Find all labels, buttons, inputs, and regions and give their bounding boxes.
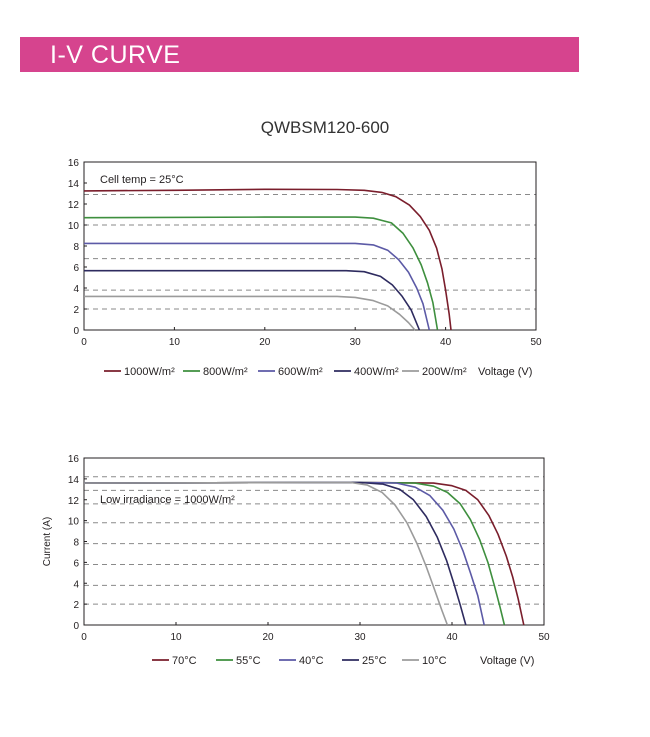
chart2-x-tick-label: 30 [354,632,366,643]
chart1-y-tick-label: 8 [73,242,79,253]
chart1-series-line-1 [83,188,452,331]
chart2-legend-label-4: 25°C [362,655,387,667]
chart2-legend-label-2: 55°C [236,655,261,667]
chart2-legend-label-3: 40°C [299,655,324,667]
chart2-y-tick-label: 16 [68,454,80,465]
chart2-series-line-1 [83,481,525,626]
chart2-x-tick-label: 0 [81,632,87,643]
chart2-x-axis-label: Voltage (V) [480,655,534,667]
chart1-plot-frame [83,161,537,331]
chart1-x-tick-label: 30 [350,337,362,348]
chart2-x-tick-label: 50 [538,632,550,643]
chart1-x-tick-label: 50 [530,337,542,348]
chart2-y-tick-label: 8 [73,538,79,549]
chart1-legend-label-4: 400W/m² [354,366,399,378]
chart1-x-tick-label: 10 [169,337,181,348]
chart2-y-tick-label: 0 [73,621,79,632]
chart2-x-tick-label: 20 [262,632,274,643]
chart2-series-line-5 [83,481,449,626]
header-banner: I-V CURVE [20,37,579,72]
chart2-y-tick-label: 4 [73,579,79,590]
chart1-y-tick-label: 12 [68,200,80,211]
chart2-y-tick-label: 10 [68,517,80,528]
chart1-series-line-4 [84,269,421,331]
chart1-legend-label-1: 1000W/m² [124,366,175,378]
chart2-y-tick-label: 2 [73,600,79,611]
chart1-x-tick-label: 20 [259,337,271,348]
chart1-y-tick-label: 0 [73,326,79,337]
chart1-series-line-2 [83,216,439,331]
chart1-y-tick-label: 4 [73,284,79,295]
chart2-legend-label-1: 70°C [172,655,197,667]
chart1-x-axis-label: Voltage (V) [478,366,532,378]
chart1-legend-label-5: 200W/m² [422,366,467,378]
chart1-legend-label-3: 600W/m² [278,366,323,378]
model-title: QWBSM120-600 [260,118,390,137]
chart2-series-line-3 [83,481,485,626]
chart1-y-tick-label: 16 [68,158,80,169]
chart2-series-line-4 [83,481,467,626]
chart1-x-tick-label: 0 [81,337,87,348]
chart1-y-tick-label: 2 [73,305,79,316]
chart1-annotation: Cell temp = 25°C [100,174,184,186]
chart2-x-tick-label: 10 [170,632,182,643]
chart2-series-line-2 [83,481,506,626]
chart1-legend-label-2: 800W/m² [203,366,248,378]
chart1-series-line-5 [84,295,416,331]
chart1-x-tick-label: 40 [440,337,452,348]
chart2-y-tick-label: 12 [68,496,80,507]
chart2-annotation: Low irradiance = 1000W/m² [100,494,235,506]
chart1-y-tick-label: 6 [73,263,79,274]
page-title: I-V CURVE [50,41,181,69]
chart2-y-tick-label: 6 [73,558,79,569]
chart2-legend-label-5: 10°C [422,655,447,667]
chart2-y-tick-label: 14 [68,475,80,486]
chart1-series-line-3 [84,242,431,331]
chart2-x-tick-label: 40 [446,632,458,643]
chart1-y-tick-label: 14 [68,179,80,190]
chart2-y-axis-label: Current (A) [42,517,53,566]
chart1-y-tick-label: 10 [68,221,80,232]
